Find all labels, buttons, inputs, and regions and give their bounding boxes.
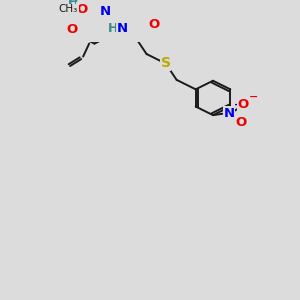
Text: O: O <box>148 18 159 31</box>
Text: O: O <box>67 23 78 36</box>
Text: S: S <box>160 56 171 70</box>
Text: N: N <box>100 5 111 18</box>
Text: O: O <box>237 98 249 111</box>
Text: CH₃: CH₃ <box>59 4 78 14</box>
Text: N: N <box>117 22 128 35</box>
Text: N: N <box>224 107 235 120</box>
Text: O: O <box>236 116 247 128</box>
Text: −: − <box>249 92 258 102</box>
Text: O: O <box>77 3 88 16</box>
Text: H: H <box>68 0 79 9</box>
Text: H: H <box>108 22 119 35</box>
Text: +: + <box>234 100 242 110</box>
